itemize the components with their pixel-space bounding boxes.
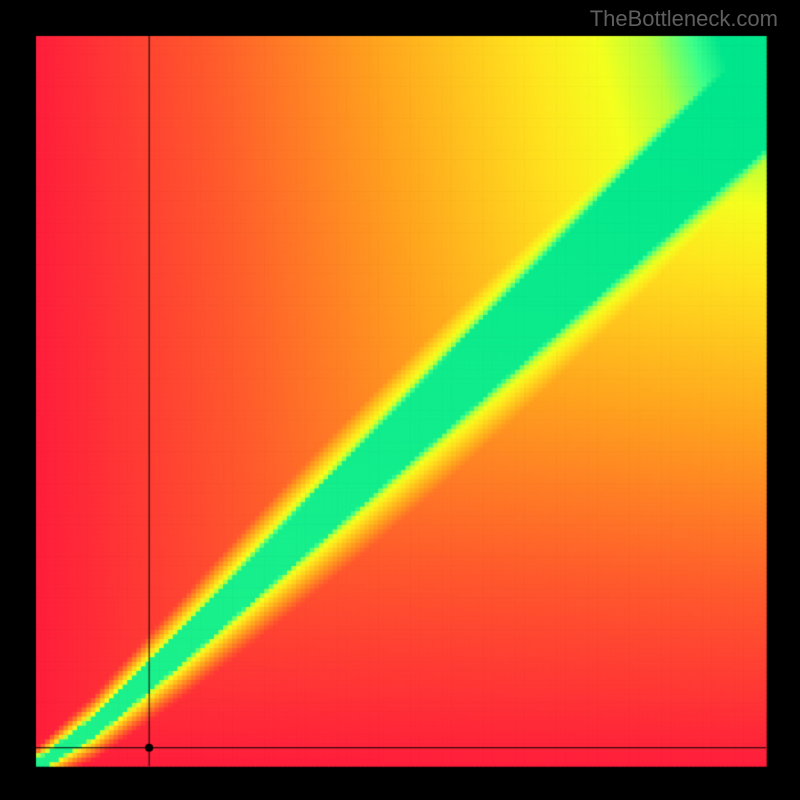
watermark-text: TheBottleneck.com xyxy=(590,6,778,32)
bottleneck-heatmap xyxy=(0,0,800,800)
